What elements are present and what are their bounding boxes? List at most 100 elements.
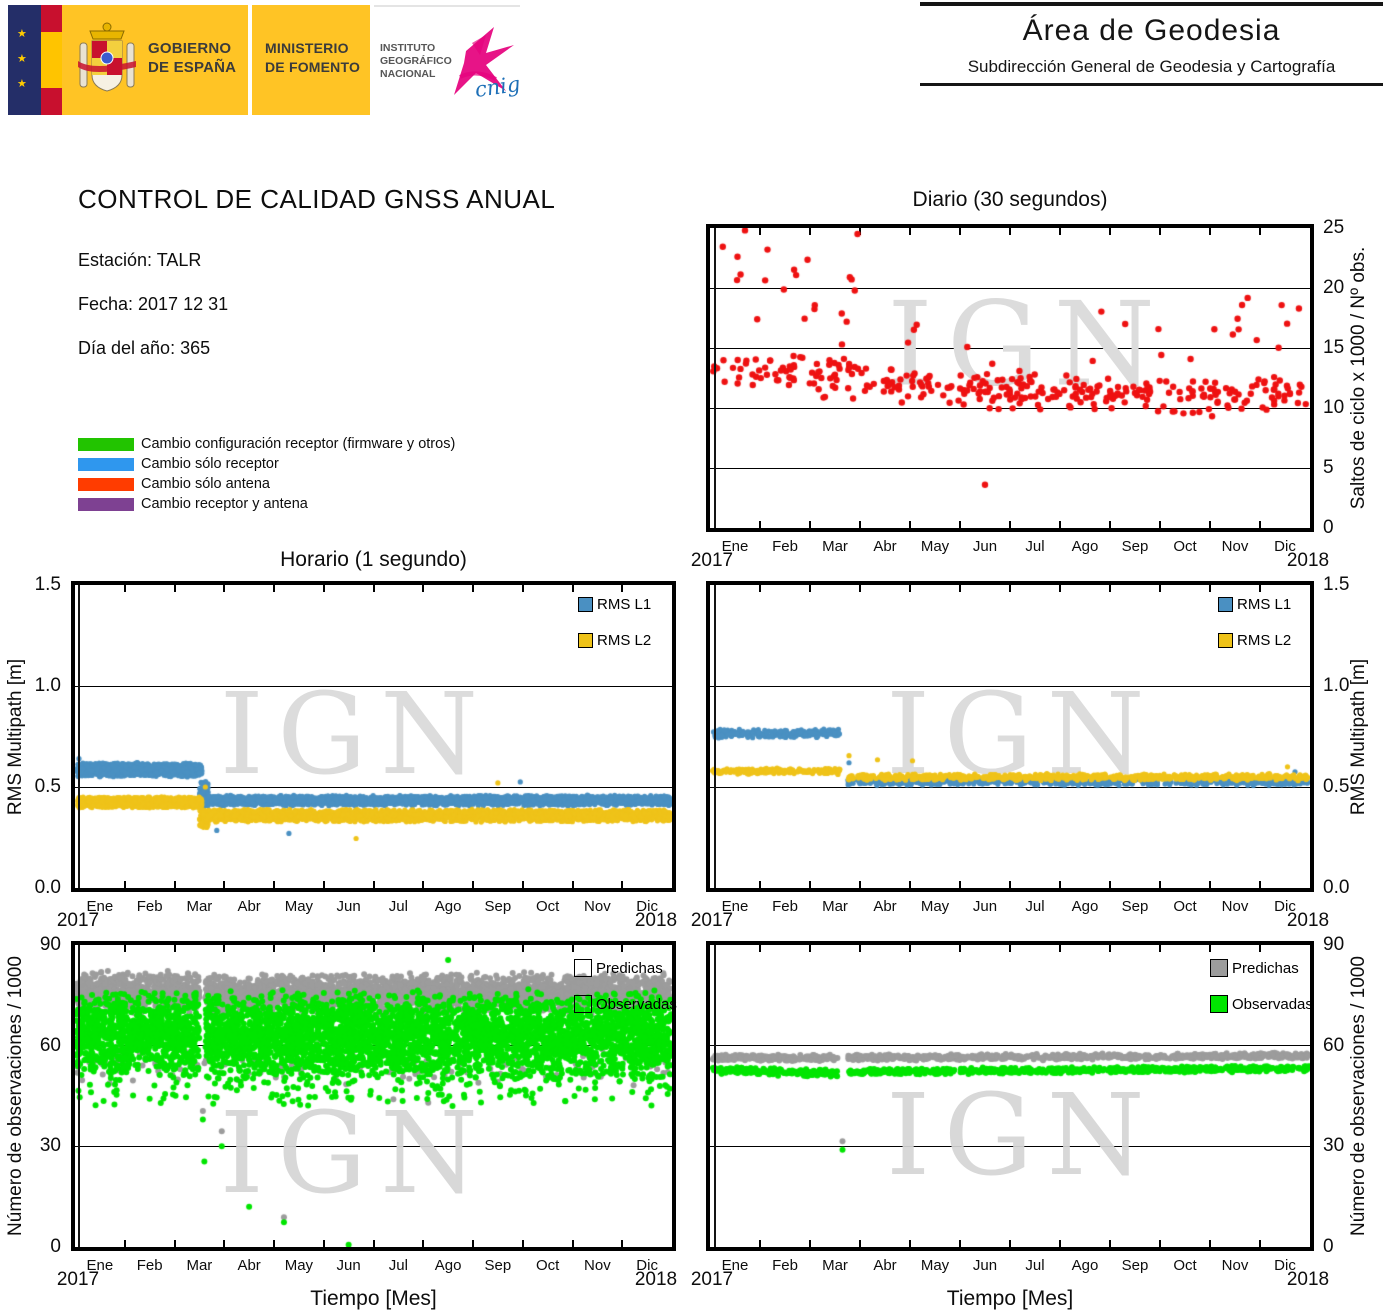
legend-label: RMS L2 — [1237, 632, 1292, 649]
x-tick-label: Ago — [1071, 898, 1099, 915]
x-tick-label: Sep — [1121, 1257, 1149, 1274]
x-tick-label: Oct — [1173, 1257, 1197, 1274]
diario-month-labels: Ene Feb Mar Abr May Jun Jul Ago Sep Oct Nov Dic — [710, 538, 1310, 555]
y-tick-label: 0.5 — [1323, 776, 1350, 797]
change-legend-item: Cambio configuración receptor (firmware … — [78, 436, 456, 452]
x-tick-label: Jul — [1025, 538, 1045, 555]
legend-label: Predichas — [596, 959, 663, 977]
gobierno-label: GOBIERNO DE ESPAÑA — [148, 40, 237, 76]
y-tick-label: 0.5 — [34, 776, 61, 797]
legend-entry-predichas: Predichas — [574, 959, 663, 977]
x-tick-label: Feb — [136, 898, 163, 915]
government-logo-bar: ★ ★ ★ GOBIERNO — [8, 5, 520, 117]
observadas-swatch — [1210, 995, 1228, 1013]
event-marker-line — [78, 945, 81, 1247]
observadas-swatch — [574, 995, 592, 1013]
header-rule-top — [920, 2, 1383, 6]
x-tick-label: Jun — [972, 1257, 998, 1274]
receiver-antenna-change-swatch — [78, 497, 134, 511]
event-marker-line — [713, 228, 716, 528]
change-legend-label: Cambio configuración receptor (firmware … — [141, 436, 456, 452]
area-subtitle: Subdirección General de Geodesia y Carto… — [967, 57, 1336, 76]
x-tick-label: May — [920, 898, 950, 915]
spain-flag-strip — [41, 5, 62, 115]
horario-right-year-start: 2017 — [690, 910, 734, 931]
y-tick-label: 1.0 — [34, 675, 61, 696]
y-tick-label: 60 — [1323, 1034, 1345, 1056]
x-tick-label: Abr — [873, 898, 897, 915]
x-tick-label: Jul — [388, 898, 408, 915]
doy-label: Día del año: 365 — [78, 338, 211, 358]
legend-entry-rms-l2: RMS L2 — [1218, 632, 1291, 649]
x-tick-label: May — [284, 1257, 314, 1274]
x-tick-label: Abr — [873, 1257, 897, 1274]
diario-y-tick-labels: 0 5 10 15 20 25 — [1323, 217, 1371, 538]
eu-star-icon: ★ — [17, 28, 27, 40]
horario_right-y-tick-labels: 0.0 0.5 1.0 1.5 — [1323, 574, 1371, 898]
rms-l1-swatch — [1218, 597, 1233, 612]
horario_right-month-labels: Ene Feb Mar Abr May Jun Jul Ago Sep Oct Nov Dic — [710, 898, 1310, 915]
x-tick-label: Jun — [972, 898, 998, 915]
horario_left-month-labels: Ene Feb Mar Abr May Jun Jul Ago Sep Oct Nov Dic — [75, 898, 672, 915]
legend-label: RMS L1 — [597, 596, 652, 613]
legend-label: RMS L2 — [597, 632, 652, 649]
obs-right-year-end: 2018 — [1286, 1269, 1330, 1290]
x-tick-label: Ago — [434, 898, 462, 915]
legend-label: Observadas — [596, 995, 677, 1013]
flag-red-band — [41, 88, 62, 115]
x-tick-label: Dic — [1274, 538, 1296, 555]
legend-label: Predichas — [1232, 959, 1299, 977]
cnig-logo: cnig — [454, 27, 520, 102]
flag-yellow-band — [41, 32, 62, 88]
x-tick-label: Nov — [1221, 898, 1249, 915]
x-tick-label: Ene — [721, 1257, 749, 1274]
obs-right-year-start: 2017 — [690, 1269, 734, 1290]
coat-of-arms-icon — [78, 22, 136, 92]
x-tick-label: Nov — [584, 1257, 611, 1274]
eu-star-icon: ★ — [17, 53, 27, 65]
x-tick-label: Jul — [388, 1257, 408, 1274]
x-tick-label: Jul — [1025, 1257, 1045, 1274]
x-tick-label: Abr — [873, 538, 897, 555]
x-tick-label: Oct — [1173, 898, 1197, 915]
x-tick-label: Dic — [636, 898, 658, 915]
obs-left-x-axis-label: Tiempo [Mes] — [310, 1287, 437, 1310]
x-tick-label: Abr — [237, 898, 261, 915]
change-legend-item: Cambio sólo receptor — [78, 456, 279, 472]
event-marker-line — [78, 585, 81, 888]
x-tick-label: Nov — [1221, 1257, 1249, 1274]
horario-left-year-start: 2017 — [56, 910, 100, 931]
horario_left-scatter-canvas — [75, 585, 672, 888]
x-tick-label: Oct — [535, 898, 560, 915]
gobierno-box: GOBIERNO DE ESPAÑA — [62, 5, 248, 115]
predichas-swatch — [574, 959, 592, 977]
diario-chart-title: Diario (30 segundos) — [912, 188, 1108, 211]
y-tick-label: 1.0 — [1323, 675, 1350, 696]
x-tick-label: Ago — [1071, 1257, 1099, 1274]
rms-l1-swatch — [578, 597, 593, 612]
date-label: Fecha: 2017 12 31 — [78, 294, 229, 314]
instituto-box: INSTITUTO GEOGRÁFICO NACIONAL cnig — [374, 5, 520, 117]
legend-label: Observadas — [1232, 995, 1313, 1013]
x-tick-label: May — [920, 1257, 950, 1274]
change-legend-item: Cambio receptor y antena — [78, 496, 308, 512]
horario-right-plot: IGN — [706, 581, 1314, 892]
x-tick-label: Nov — [1221, 538, 1249, 555]
legend-entry-rms-l1: RMS L1 — [578, 596, 651, 613]
x-tick-label: Ene — [721, 898, 749, 915]
ministerio-box: MINISTERIO DE FOMENTO — [252, 5, 370, 115]
x-tick-label: Jul — [1025, 898, 1045, 915]
instituto-label: INSTITUTO GEOGRÁFICO NACIONAL — [380, 42, 452, 80]
eu-star-icon: ★ — [17, 78, 27, 90]
x-tick-label: Dic — [1274, 1257, 1296, 1274]
svg-text:cnig: cnig — [473, 72, 520, 102]
horario_left-y-tick-labels: 0.0 0.5 1.0 1.5 — [13, 574, 61, 898]
diario-year-end: 2018 — [1286, 550, 1330, 571]
page-title: CONTROL DE CALIDAD GNSS ANUAL — [78, 184, 556, 214]
x-tick-label: Jun — [336, 898, 361, 915]
x-tick-label: Ago — [1071, 538, 1099, 555]
header-rule-bottom — [920, 83, 1383, 86]
change-legend-item: Cambio sólo antena — [78, 476, 270, 492]
x-tick-label: Jun — [336, 1257, 361, 1274]
x-tick-label: Jun — [972, 538, 998, 555]
